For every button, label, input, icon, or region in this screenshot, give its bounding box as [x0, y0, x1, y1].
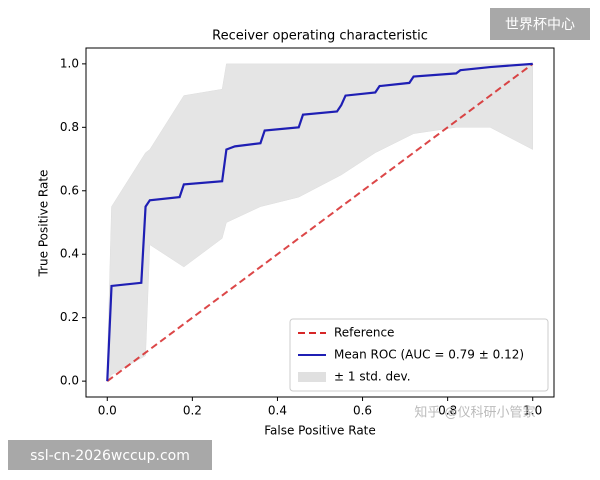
- plot-frame: [85, 47, 555, 398]
- x-tick-label: 0.6: [353, 404, 372, 418]
- y-tick-label: 0.0: [60, 374, 79, 388]
- x-tick-label: 0.2: [183, 404, 202, 418]
- watermark-box: [490, 8, 590, 40]
- x-tick-label: 0.4: [268, 404, 287, 418]
- y-axis-label: True Positive Rate: [37, 170, 51, 278]
- legend: Reference Mean ROC (AUC = 0.79 ± 0.12) ± 1…: [289, 318, 549, 392]
- chart-title: Receiver operating characteristic: [212, 29, 428, 44]
- legend-box: [289, 318, 549, 392]
- line: [106, 63, 534, 382]
- std-band: [107, 63, 533, 382]
- legend-label: ± 1 std. dev.: [334, 370, 411, 384]
- watermark-box: [8, 440, 212, 470]
- plot: 0.0 0.2 0.4 0.6 0.8 1.0 0.0 0.2 0.4 0.6 0.8 1.0 Refe…: [60, 47, 555, 418]
- x-tick-label: 0.8: [438, 404, 457, 418]
- x-tick-label: 1.0: [523, 404, 542, 418]
- y-tick-label: 0.6: [60, 183, 79, 197]
- x-tick-label: 0.0: [98, 404, 117, 418]
- legend-swatch: [298, 372, 326, 382]
- y-tick-label: 1.0: [60, 56, 79, 70]
- watermark: 世界杯中心: [505, 17, 575, 33]
- y-tick-label: 0.2: [60, 310, 79, 324]
- legend-label: Reference: [334, 326, 394, 340]
- y-tick-label: 0.4: [60, 247, 79, 261]
- x-axis-label: False Positive Rate: [264, 424, 376, 438]
- watermark: 知乎 @仪科研小管家: [414, 405, 535, 421]
- y-tick-label: 0.8: [60, 120, 79, 134]
- legend-label: Mean ROC (AUC = 0.79 ± 0.12): [334, 348, 524, 362]
- watermark: ssl-cn-2026wccup.com: [30, 448, 190, 464]
- line: [106, 62, 533, 382]
